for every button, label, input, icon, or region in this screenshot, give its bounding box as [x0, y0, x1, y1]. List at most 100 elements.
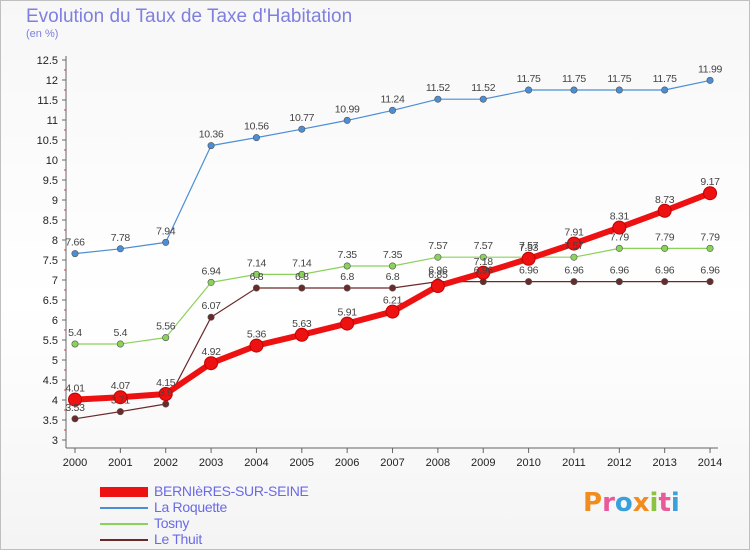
logo-letter: x — [632, 488, 650, 518]
y-tick-label: 5 — [52, 355, 58, 367]
logo-letter: i — [649, 488, 659, 518]
x-tick-label: 2005 — [290, 457, 314, 469]
data-point — [657, 203, 672, 218]
data-point — [340, 316, 355, 331]
logo-letter: t — [658, 488, 671, 518]
data-point — [116, 408, 124, 416]
data-label: 7.14 — [292, 257, 312, 269]
x-tick-label: 2010 — [516, 457, 540, 469]
y-tick-label: 10 — [46, 155, 58, 167]
data-label: 5.4 — [68, 327, 82, 339]
y-tick-label: 4 — [52, 395, 58, 407]
data-point — [570, 253, 578, 261]
data-label: 7.35 — [383, 249, 403, 261]
data-point — [207, 142, 215, 150]
data-point — [479, 95, 487, 103]
data-label: 7.94 — [156, 225, 176, 237]
data-point — [207, 278, 215, 286]
x-tick-label: 2001 — [108, 457, 132, 469]
chart-subtitle: (en %) — [26, 28, 59, 40]
y-tick-label: 3 — [52, 435, 58, 447]
legend-item-bernieres: BERNIèRES-SUR-SEINE — [98, 483, 398, 500]
y-tick-label: 12.5 — [37, 55, 58, 67]
y-tick-label: 6 — [52, 315, 58, 327]
data-point — [661, 278, 669, 286]
data-label: 7.57 — [564, 240, 584, 252]
data-label: 7.18 — [474, 256, 494, 268]
data-label: 4.92 — [201, 346, 221, 358]
data-point — [249, 338, 264, 353]
data-label: 7.35 — [338, 249, 358, 261]
data-label: 6.96 — [700, 265, 720, 277]
x-tick-label: 2011 — [562, 457, 586, 469]
legend-label-la-roquette: La Roquette — [154, 499, 227, 515]
data-point — [385, 304, 400, 319]
data-label: 6.96 — [655, 265, 675, 277]
data-point — [615, 244, 623, 252]
data-label: 4.07 — [111, 380, 131, 392]
x-tick-label: 2013 — [652, 457, 676, 469]
data-point — [430, 279, 445, 293]
legend-label-bernieres: BERNIèRES-SUR-SEINE — [154, 483, 309, 499]
data-label: 11.75 — [607, 73, 631, 85]
data-label: 6.21 — [383, 295, 403, 307]
data-point — [525, 278, 533, 286]
x-tick-label: 2014 — [698, 457, 722, 469]
y-tick-label: 6.5 — [43, 295, 58, 307]
data-label: 6.96 — [474, 265, 494, 277]
data-point — [343, 262, 351, 270]
proxiti-logo: Proxiti — [583, 488, 680, 518]
y-tick-label: 12 — [46, 75, 58, 87]
data-point — [615, 278, 623, 286]
data-point — [343, 116, 351, 124]
logo-letter: o — [614, 488, 633, 518]
data-label: 7.14 — [247, 257, 267, 269]
data-label: 6.8 — [250, 271, 264, 283]
data-label: 7.66 — [65, 237, 85, 249]
data-label: 11.75 — [517, 73, 541, 85]
data-label: 10.56 — [244, 121, 269, 133]
data-point — [570, 86, 578, 94]
data-point — [252, 134, 260, 142]
data-point — [71, 340, 79, 348]
legend-swatch-la-roquette — [100, 507, 148, 509]
data-point — [158, 387, 173, 401]
data-label: 3.9 — [159, 387, 173, 399]
data-point — [706, 76, 714, 84]
data-label: 11.52 — [471, 82, 495, 94]
data-label: 8.31 — [610, 211, 630, 223]
data-point — [113, 390, 128, 405]
data-label: 7.78 — [111, 232, 131, 244]
data-point — [389, 262, 397, 270]
legend-swatch-le-thuit — [100, 539, 148, 541]
data-label: 5.36 — [247, 329, 267, 341]
data-point — [71, 250, 79, 258]
data-point — [116, 340, 124, 348]
data-point — [615, 86, 623, 94]
data-point — [476, 265, 491, 280]
data-label: 5.91 — [338, 307, 358, 319]
x-tick-label: 2000 — [63, 457, 87, 469]
data-point — [706, 244, 714, 252]
data-label: 7.57 — [474, 240, 494, 252]
y-tick-label: 10.5 — [37, 135, 58, 147]
data-point — [252, 270, 260, 278]
data-point — [389, 106, 397, 114]
data-point — [566, 236, 581, 251]
data-point — [434, 95, 442, 103]
data-point — [703, 186, 718, 201]
data-point — [294, 327, 309, 342]
legend-swatch-tosny — [100, 523, 148, 525]
data-label: 10.77 — [289, 112, 314, 124]
data-point — [252, 284, 260, 292]
data-label: 5.63 — [292, 318, 312, 330]
data-label: 10.99 — [335, 103, 360, 115]
y-tick-label: 8.5 — [43, 215, 58, 227]
logo-letter: i — [670, 488, 680, 518]
x-tick-label: 2009 — [471, 457, 495, 469]
data-point — [570, 278, 578, 286]
data-point — [298, 284, 306, 292]
data-point — [479, 253, 487, 261]
data-label: 10.36 — [199, 129, 224, 141]
data-point — [162, 334, 170, 342]
